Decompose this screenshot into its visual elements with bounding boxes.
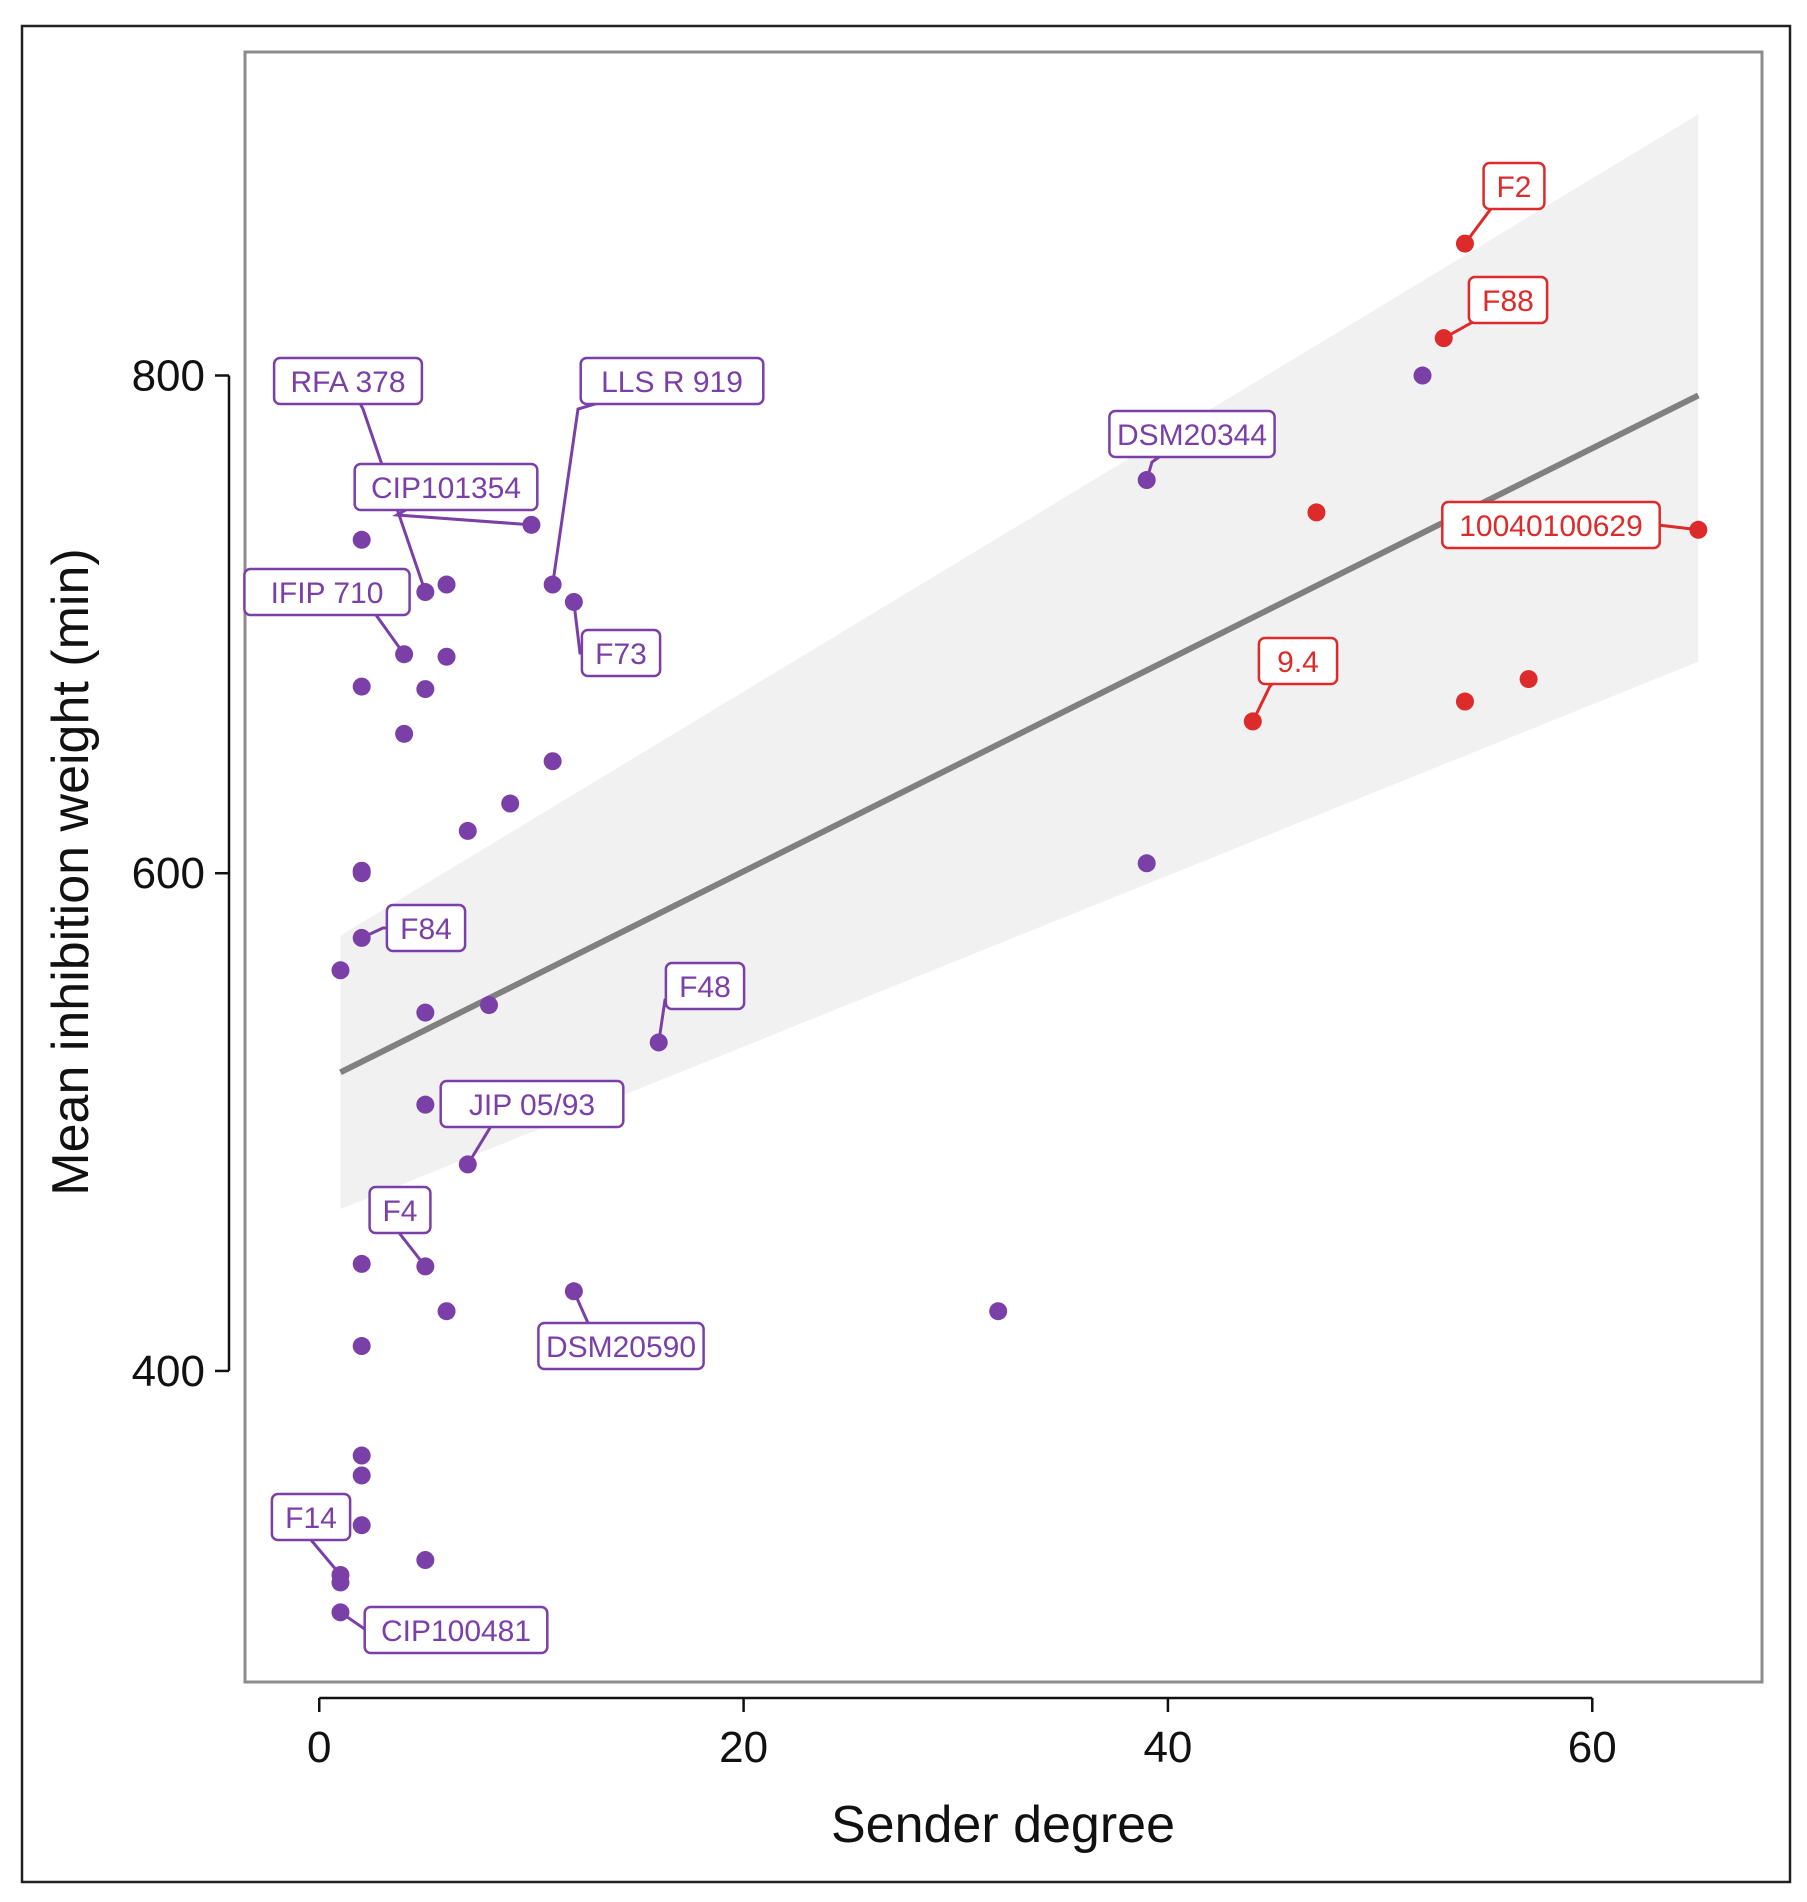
data-point-purple [331,1603,350,1622]
x-tick-label: 60 [1568,1723,1617,1772]
data-point-purple [416,1003,435,1022]
annotation-box [1108,409,1276,459]
annotation-box [1467,275,1549,325]
data-point-purple [395,645,414,664]
annotation-box [243,567,411,617]
x-tick-label: 20 [719,1723,768,1772]
data-point-purple [352,530,371,549]
data-point-purple [649,1033,668,1052]
data-point-purple [564,1282,583,1301]
annotation-label: 10040100629 [1459,510,1643,543]
x-axis-label: Sender degree [831,1796,1175,1854]
annotation-box [1441,500,1661,550]
data-point-purple [1137,471,1156,490]
annotation-label: 9.4 [1277,646,1319,679]
x-tick-label: 0 [307,1723,331,1772]
data-point-purple [437,575,456,594]
y-tick-label: 400 [132,1347,205,1396]
annotation-label: LLS R 919 [601,366,743,399]
data-point-red [1689,520,1708,539]
annotation-box [579,356,765,406]
data-point-purple [501,794,520,813]
data-point-purple [352,1446,371,1465]
annotation-box [353,462,539,512]
annotation-label: F48 [679,971,731,1004]
annotation-label: DSM20590 [546,1331,696,1364]
data-point-red [1519,670,1538,689]
annotation-label: F73 [595,638,647,671]
annotation-label: F88 [1482,285,1534,318]
annotation-label: IFIP 710 [271,577,384,610]
data-point-red [1243,712,1262,731]
annotation-box [1482,161,1546,211]
data-point-red [1455,692,1474,711]
data-point-purple [352,1466,371,1485]
annotation-label: F4 [382,1195,417,1228]
x-tick-label: 40 [1143,1723,1192,1772]
y-tick-label: 800 [132,352,205,401]
data-point-purple [564,592,583,611]
data-point-purple [479,996,498,1015]
data-point-purple [437,1302,456,1321]
data-point-purple [352,864,371,883]
annotation-box [664,961,746,1011]
data-point-purple [352,677,371,696]
annotation-label: JIP 05/93 [469,1089,595,1122]
data-point-purple [395,724,414,743]
data-point-purple [352,1516,371,1535]
annotation-label: F14 [285,1502,337,1535]
data-point-purple [352,928,371,947]
data-point-purple [331,961,350,980]
data-point-purple [1137,854,1156,873]
data-point-purple [416,680,435,699]
annotation-label: F2 [1496,171,1531,204]
data-point-purple [1413,366,1432,385]
plot-area: 0 20 40 60 400 600 800 RFA 378 LLS R 919 CIP10135… [132,50,1764,1772]
y-axis-label: Mean inhibition weight (min) [42,548,100,1195]
annotation-label: DSM20344 [1117,419,1267,452]
annotation-label: CIP100481 [381,1615,531,1648]
annotation-box [439,1079,625,1129]
data-point-purple [416,1551,435,1570]
data-point-purple [458,1155,477,1174]
annotation-box [363,1605,549,1655]
annotation-box [368,1185,432,1235]
data-point-purple [416,1095,435,1114]
data-point-red [1307,503,1326,522]
y-tick-label: 600 [132,849,205,898]
data-point-purple [543,752,562,771]
data-point-purple [352,1254,371,1273]
data-point-purple [437,647,456,666]
data-point-purple [543,575,562,594]
annotation-box [385,903,467,953]
annotation-label: F84 [400,913,452,946]
annotation-box [272,356,424,406]
annotation-box [580,628,662,678]
annotation-box [1257,636,1339,686]
data-point-purple [331,1573,350,1592]
data-point-purple [416,1257,435,1276]
annotation-box [537,1321,705,1371]
annotation-box [270,1492,352,1542]
annotation-label: RFA 378 [290,366,405,399]
annotation-label: CIP101354 [371,472,521,505]
data-point-red [1434,329,1453,348]
data-point-purple [352,1337,371,1356]
confidence-band [340,114,1699,1210]
data-point-purple [522,515,541,534]
data-point-red [1455,234,1474,253]
data-point-purple [458,821,477,840]
data-point-purple [416,583,435,602]
data-point-purple [989,1302,1008,1321]
